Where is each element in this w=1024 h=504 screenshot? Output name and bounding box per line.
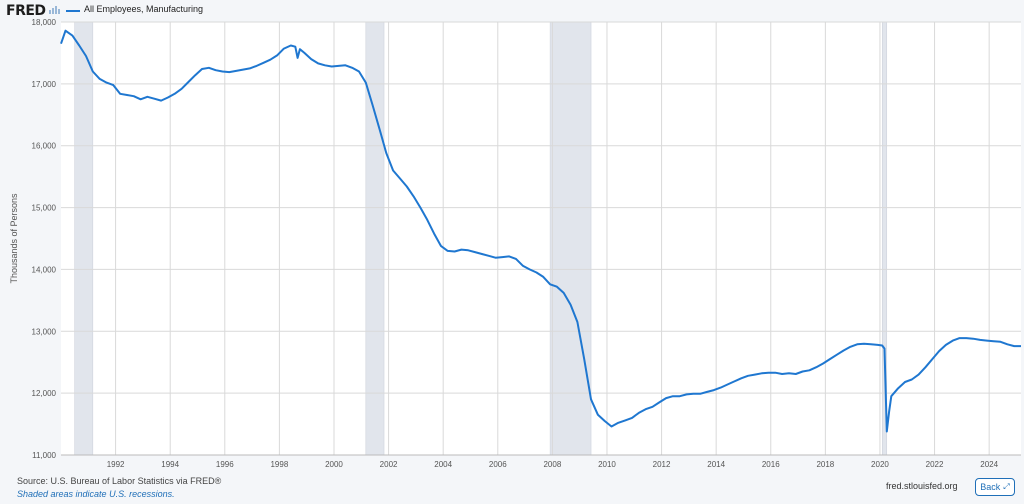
y-axis-title: Thousands of Persons	[9, 193, 19, 284]
series-line-manufacturing	[60, 29, 1021, 433]
expand-arrows-icon: ⤢	[1003, 482, 1010, 491]
site-url[interactable]: fred.stlouisfed.org	[886, 481, 958, 491]
x-tick-label: 2004	[434, 460, 452, 469]
back-button[interactable]: Back ⤢	[975, 478, 1015, 496]
x-tick-label: 2002	[380, 460, 398, 469]
y-tick-label: 14,000	[32, 265, 57, 274]
recession-band	[365, 21, 385, 456]
y-tick-label: 11,000	[32, 451, 56, 460]
plot-area	[61, 22, 1021, 455]
line-chart: 11,000 12,000 13,000 14,000 15,000 16,000 17,0…	[9, 18, 1021, 469]
x-tick-label: 1992	[107, 460, 125, 469]
x-tick-label: 2014	[707, 460, 725, 469]
x-tick-label: 2020	[871, 460, 889, 469]
x-tick-label: 2008	[543, 460, 561, 469]
y-tick-label: 17,000	[32, 80, 57, 89]
source-text: Source: U.S. Bureau of Labor Statistics …	[17, 476, 222, 486]
x-tick-label: 1994	[161, 460, 179, 469]
y-tick-label: 13,000	[32, 327, 57, 336]
y-tick-label: 16,000	[32, 142, 57, 151]
x-axis-ticks: 1992 1994 1996 1998 2000 2002 2004 2006 2008 2010…	[107, 460, 999, 469]
x-tick-label: 2022	[926, 460, 944, 469]
recession-band	[549, 21, 592, 456]
legend-swatch	[66, 10, 80, 12]
x-tick-label: 1998	[270, 460, 288, 469]
y-tick-label: 15,000	[32, 204, 57, 213]
x-tick-label: 2016	[762, 460, 780, 469]
y-tick-label: 12,000	[32, 389, 57, 398]
chart-bars-icon	[49, 6, 60, 14]
x-tick-label: 2006	[489, 460, 507, 469]
recession-bands	[74, 21, 888, 456]
x-tick-label: 2000	[325, 460, 343, 469]
y-axis-ticks: 11,000 12,000 13,000 14,000 15,000 16,000 17,0…	[32, 18, 57, 460]
recession-band	[74, 21, 94, 456]
x-tick-label: 2018	[816, 460, 834, 469]
recession-note: Shaded areas indicate U.S. recessions.	[17, 489, 175, 499]
x-tick-label: 2010	[598, 460, 616, 469]
gridlines	[61, 21, 1021, 456]
fred-logo[interactable]: FRED	[6, 3, 46, 19]
y-tick-label: 18,000	[32, 18, 57, 27]
legend-label: All Employees, Manufacturing	[84, 4, 204, 14]
x-tick-label: 2012	[653, 460, 671, 469]
x-tick-label: 1996	[216, 460, 234, 469]
x-tick-label: 2024	[980, 460, 998, 469]
chart-header: FRED All Employees, Manufacturing	[0, 0, 1024, 22]
back-label: Back	[980, 482, 1001, 492]
